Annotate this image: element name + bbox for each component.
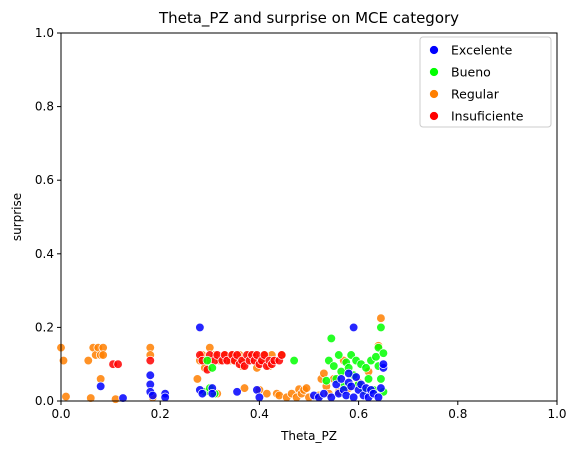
legend-items: Excelente Bueno Regular Insuficiente bbox=[429, 43, 524, 124]
point-excelente bbox=[207, 388, 217, 399]
legend-marker-bueno bbox=[429, 67, 439, 77]
point-excelente bbox=[254, 392, 265, 402]
point-bueno bbox=[334, 350, 344, 360]
point-bueno bbox=[202, 355, 212, 366]
point-excelente bbox=[373, 392, 384, 402]
point-regular bbox=[376, 313, 386, 323]
x-tick-label: 0.2 bbox=[151, 407, 170, 421]
y-axis-label: surprise bbox=[10, 193, 24, 241]
legend-label-excelente: Excelente bbox=[451, 43, 513, 58]
point-excelente bbox=[195, 322, 205, 333]
point-bueno bbox=[361, 363, 371, 373]
point-bueno bbox=[376, 322, 386, 333]
y-tick-label: 0.8 bbox=[35, 100, 54, 114]
point-excelente bbox=[319, 388, 329, 399]
point-regular bbox=[58, 355, 69, 366]
point-bueno bbox=[326, 333, 336, 344]
x-tick-label: 0.6 bbox=[349, 407, 368, 421]
point-regular bbox=[98, 350, 108, 360]
legend-marker-excelente bbox=[429, 45, 439, 55]
point-regular bbox=[83, 355, 93, 366]
point-excelente bbox=[346, 381, 356, 391]
point-bueno bbox=[207, 363, 217, 373]
point-excelente bbox=[348, 392, 359, 402]
point-excelente bbox=[96, 381, 106, 391]
x-tick-label: 1.0 bbox=[547, 407, 566, 421]
point-insuficiente bbox=[277, 350, 287, 360]
y-tick-label: 0.4 bbox=[35, 247, 54, 261]
point-excelente bbox=[197, 388, 208, 399]
chart-title: Theta_PZ and surprise on MCE category bbox=[158, 9, 459, 28]
x-tick-label: 0.0 bbox=[51, 407, 70, 421]
plot-frame bbox=[60, 32, 558, 402]
point-regular bbox=[86, 393, 96, 403]
x-tick-label: 0.8 bbox=[448, 407, 467, 421]
point-regular bbox=[301, 383, 312, 393]
point-insuficiente bbox=[113, 359, 123, 369]
y-tick-label: 0.6 bbox=[35, 173, 54, 187]
point-excelente bbox=[148, 390, 158, 401]
legend-frame bbox=[419, 36, 552, 128]
point-regular bbox=[262, 388, 272, 399]
x-axis-ticks: 0.0 0.2 0.4 0.6 0.8 1.0 bbox=[51, 401, 567, 421]
x-tick-label: 0.4 bbox=[250, 407, 269, 421]
point-excelente bbox=[232, 387, 242, 397]
point-excelente bbox=[378, 359, 389, 369]
legend-label-regular: Regular bbox=[451, 87, 500, 102]
legend-marker-insuficiente bbox=[429, 111, 439, 121]
point-bueno bbox=[378, 348, 389, 358]
point-excelente bbox=[336, 374, 346, 384]
point-excelente bbox=[376, 383, 386, 393]
point-excelente bbox=[326, 392, 336, 402]
legend-marker-regular bbox=[429, 89, 439, 99]
point-regular bbox=[192, 374, 203, 384]
y-tick-label: 1.0 bbox=[35, 26, 54, 40]
point-bueno bbox=[363, 374, 374, 384]
point-bueno bbox=[289, 355, 299, 366]
y-tick-label: 0.2 bbox=[35, 320, 54, 334]
point-excelente bbox=[351, 372, 361, 382]
point-excelente bbox=[344, 368, 354, 379]
point-regular bbox=[61, 391, 71, 402]
point-bueno bbox=[329, 361, 339, 371]
point-excelente bbox=[348, 322, 359, 333]
point-excelente bbox=[118, 393, 128, 403]
point-bueno bbox=[376, 374, 386, 384]
point-regular bbox=[239, 383, 250, 393]
point-insuficiente bbox=[145, 355, 155, 366]
y-tick-label: 0.0 bbox=[35, 394, 54, 408]
legend-label-insuficiente: Insuficiente bbox=[451, 109, 524, 124]
legend-label-bueno: Bueno bbox=[451, 65, 491, 80]
x-axis-label: Theta_PZ bbox=[280, 429, 337, 443]
point-excelente bbox=[160, 392, 170, 402]
point-bueno bbox=[321, 376, 332, 386]
point-bueno bbox=[371, 352, 381, 362]
y-axis-ticks: 0.0 0.2 0.4 0.6 0.8 1.0 bbox=[35, 26, 61, 408]
point-excelente bbox=[145, 370, 155, 380]
legend: Excelente Bueno Regular Insuficiente bbox=[419, 36, 552, 128]
points-layer bbox=[56, 313, 389, 404]
